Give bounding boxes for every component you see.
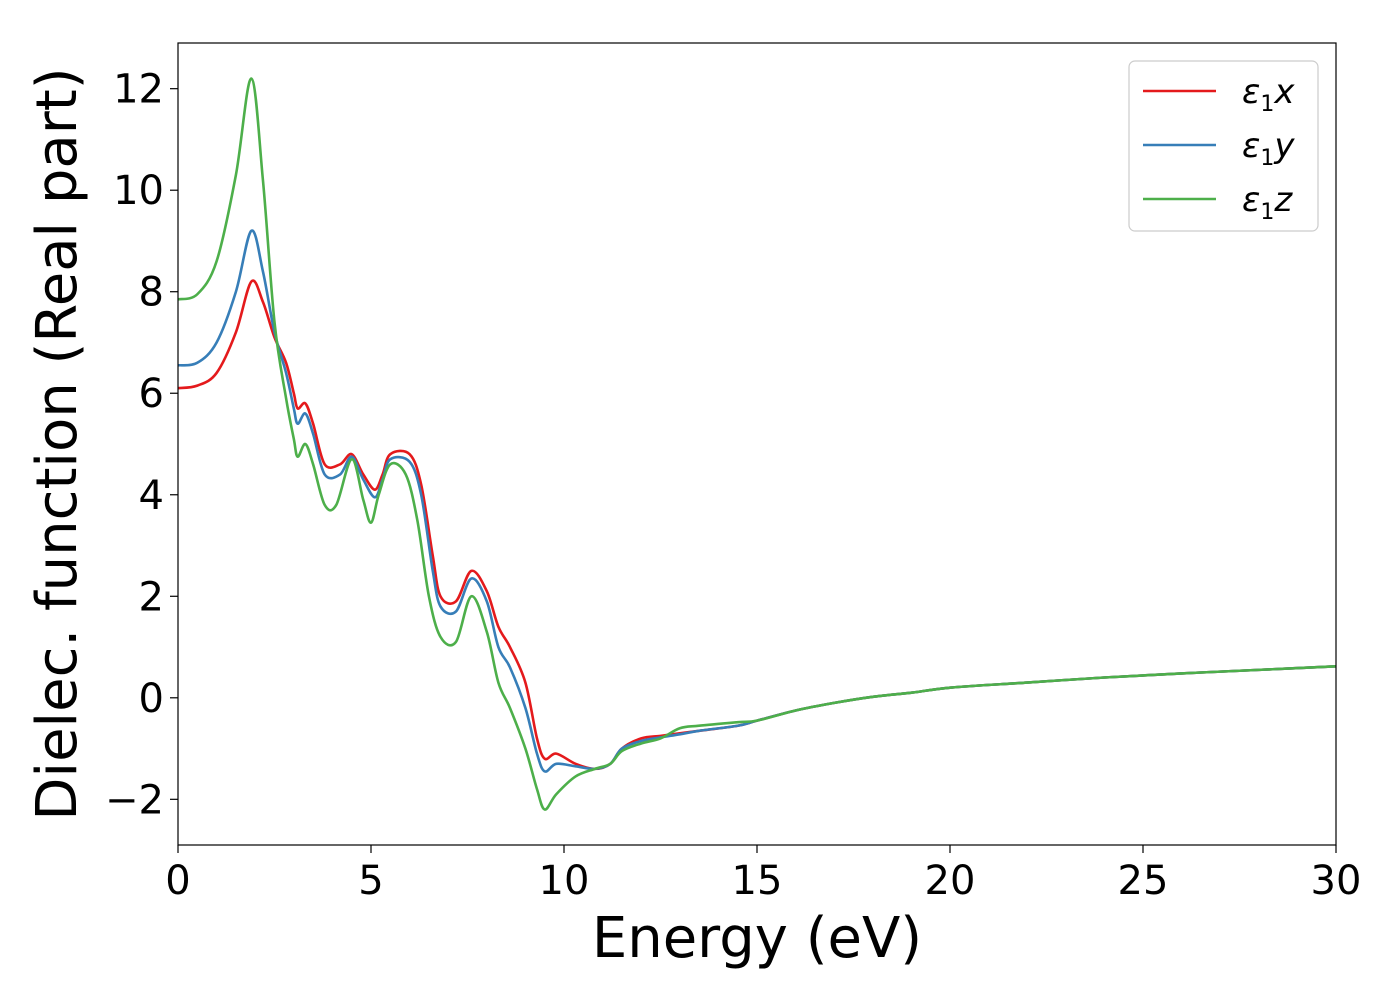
y-tick-label: 2 [139,574,164,620]
series-line-z [177,77,1337,811]
legend-label-x: ε1x [1242,72,1295,117]
y-tick-label: 4 [139,473,164,519]
y-tick-label: 12 [113,67,164,113]
y-axis-title: Dielec. function (Real part) [25,67,90,820]
x-tick-label: 5 [358,858,383,904]
y-tick-label: 10 [113,168,164,214]
y-tick-label: 8 [139,270,164,316]
series-layer [177,77,1337,811]
x-tick-label: 10 [539,858,590,904]
x-tick-label: 0 [165,858,190,904]
y-tick-label: 6 [139,371,164,417]
x-tick-label: 15 [732,858,783,904]
legend: ε1x ε1y ε1z [1128,60,1319,232]
y-tick-label: −2 [105,777,164,823]
legend-box [1128,60,1319,232]
series-line-x [177,279,1337,771]
series-line-y [177,229,1337,773]
legend-label-z: ε1z [1242,180,1293,225]
x-axis-title: Energy (eV) [592,906,922,971]
x-tick-label: 20 [925,858,976,904]
x-tick-label: 25 [1118,858,1169,904]
legend-label-y: ε1y [1242,126,1295,171]
x-tick-label: 30 [1311,858,1362,904]
y-tick-label: 0 [139,676,164,722]
